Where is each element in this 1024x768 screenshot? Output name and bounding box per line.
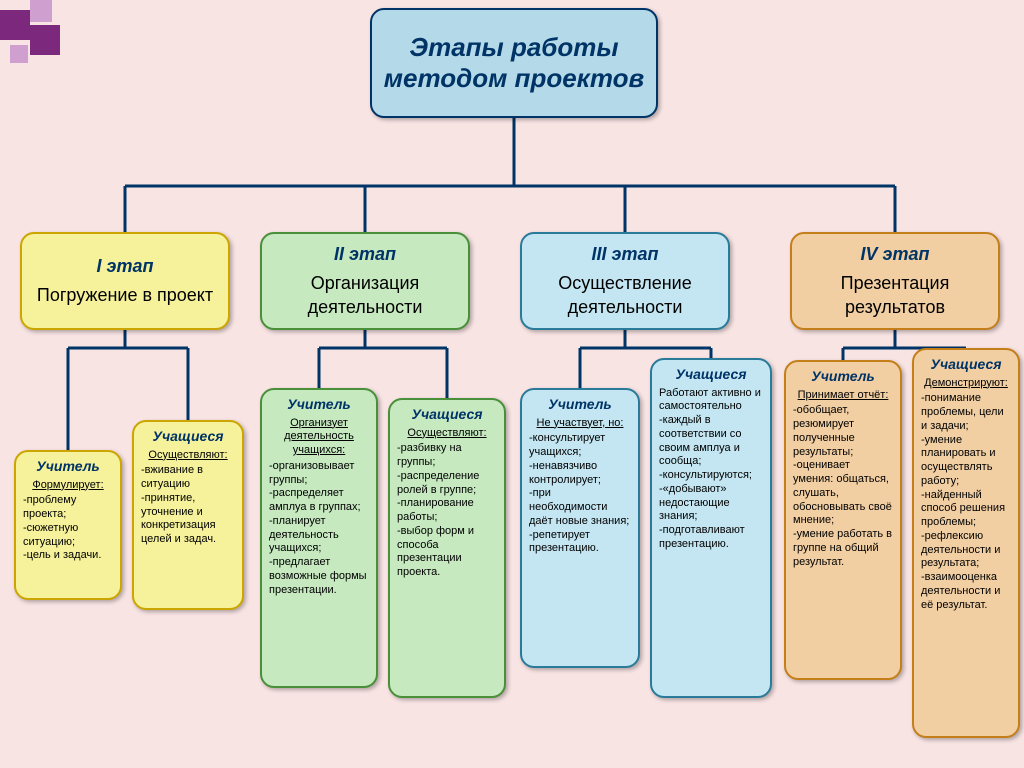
stage-node-1: I этап Погружение в проект xyxy=(20,232,230,330)
stage-node-4: IV этап Презентация результатов xyxy=(790,232,1000,330)
leaf-body: -вживание в ситуацию -принятие, уточнени… xyxy=(141,464,235,547)
leaf-title: Учащиеся xyxy=(659,366,763,384)
leaf-title: Учитель xyxy=(23,458,113,476)
root-title: Этапы работы методом проектов xyxy=(380,32,648,94)
stage-name: Организация деятельности xyxy=(270,272,460,319)
leaf-node-8: Учащиеся Демонстрируют:-понимание проблем… xyxy=(912,348,1020,738)
leaf-title: Учитель xyxy=(269,396,369,414)
leaf-subtitle: Не участвует, но: xyxy=(529,417,631,431)
leaf-title: Учащиеся xyxy=(921,356,1011,374)
leaf-body: -понимание проблемы, цели и задачи; -уме… xyxy=(921,392,1011,612)
stage-number: II этап xyxy=(334,243,396,266)
leaf-node-6: Учащиеся Работают активно и самостоятельн… xyxy=(650,358,772,698)
leaf-body: Работают активно и самостоятельно -кажды… xyxy=(659,387,763,552)
leaf-node-2: Учащиеся Осуществляют:-вживание в ситуаци… xyxy=(132,420,244,610)
leaf-body: -проблему проекта; -сюжетную ситуацию; -… xyxy=(23,494,113,563)
leaf-node-5: Учитель Не участвует, но:-консультирует у… xyxy=(520,388,640,668)
stage-name: Осуществление деятельности xyxy=(530,272,720,319)
leaf-node-7: Учитель Принимает отчёт:-обобщает, резюми… xyxy=(784,360,902,680)
leaf-subtitle: Принимает отчёт: xyxy=(793,389,893,403)
root-node: Этапы работы методом проектов xyxy=(370,8,658,118)
leaf-node-1: Учитель Формулирует:-проблему проекта; -с… xyxy=(14,450,122,600)
leaf-subtitle: Осуществляют: xyxy=(397,427,497,441)
stage-node-3: III этап Осуществление деятельности xyxy=(520,232,730,330)
leaf-body: -консультирует учащихся; -ненавязчиво ко… xyxy=(529,432,631,556)
leaf-node-3: Учитель Организует деятельность учащихся:… xyxy=(260,388,378,688)
leaf-subtitle: Осуществляют: xyxy=(141,449,235,463)
stage-number: IV этап xyxy=(861,243,930,266)
leaf-title: Учащиеся xyxy=(141,428,235,446)
leaf-title: Учащиеся xyxy=(397,406,497,424)
leaf-body: -обобщает, резюмирует полученные результ… xyxy=(793,404,893,569)
leaf-subtitle: Демонстрируют: xyxy=(921,377,1011,391)
leaf-subtitle: Формулирует: xyxy=(23,479,113,493)
stage-name: Презентация результатов xyxy=(800,272,990,319)
stage-number: III этап xyxy=(592,243,659,266)
leaf-title: Учитель xyxy=(793,368,893,386)
leaf-subtitle: Организует деятельность учащихся: xyxy=(269,417,369,458)
leaf-title: Учитель xyxy=(529,396,631,414)
corner-decoration xyxy=(0,0,80,85)
stage-node-2: II этап Организация деятельности xyxy=(260,232,470,330)
stage-number: I этап xyxy=(97,255,154,278)
leaf-node-4: Учащиеся Осуществляют:-разбивку на группы… xyxy=(388,398,506,698)
stage-name: Погружение в проект xyxy=(37,284,213,307)
leaf-body: -организовывает группы; -распределяет ам… xyxy=(269,460,369,598)
leaf-body: -разбивку на группы; -распределение роле… xyxy=(397,442,497,580)
